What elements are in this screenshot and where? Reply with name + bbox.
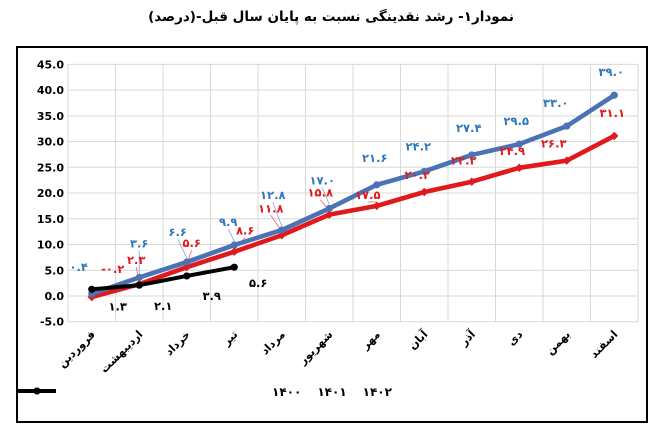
series-line-۱۴۰۱ [87,131,619,302]
svg-text:-5.0: -5.0 [40,316,64,329]
x-axis-month-labels: فروردین اردیبهشت خرداد تیر مرداد شهریور مهر آبا… [56,327,621,376]
svg-text:10.0: 10.0 [37,239,64,252]
svg-text:فروردین: فروردین [56,328,98,370]
chart-legend: ۱۴۰۰ ۱۴۰۱ ۱۴۰۲ [18,386,646,398]
svg-text:۸.۶: ۸.۶ [236,224,254,238]
svg-text:مهر: مهر [358,328,383,353]
svg-text:۱.۳: ۱.۳ [109,299,127,313]
legend-line-swatch [18,387,56,395]
svg-text:۱۲.۸: ۱۲.۸ [260,188,285,202]
svg-text:۲.۳: ۲.۳ [127,253,145,267]
svg-text:45.0: 45.0 [37,58,64,71]
svg-text:۲۶.۳: ۲۶.۳ [541,137,566,151]
svg-text:بهمن: بهمن [543,328,572,357]
svg-text:۲۴.۹: ۲۴.۹ [500,144,525,158]
legend-item-۱۴۰۱: ۱۴۰۱ [18,385,347,399]
svg-text:۱۷.۵: ۱۷.۵ [355,188,380,202]
svg-text:20.0: 20.0 [37,187,64,200]
svg-text:30.0: 30.0 [37,136,64,149]
svg-text:۱۱.۸: ۱۱.۸ [258,201,283,215]
series-line-۱۴۰۰ [88,91,618,298]
svg-text:۲۹.۵: ۲۹.۵ [504,114,529,128]
svg-text:15.0: 15.0 [37,213,64,226]
svg-text:دی: دی [505,328,526,349]
svg-text:۳۹.۰: ۳۹.۰ [599,65,624,79]
svg-text:خرداد: خرداد [163,328,193,358]
svg-text:5.0: 5.0 [45,264,65,277]
y-axis-tick-labels: 45.0 40.0 35.0 30.0 25.0 20.0 15.0 10.0 5.0 0.0 -5… [37,58,64,328]
svg-text:۲۱.۶: ۲۱.۶ [362,151,387,165]
svg-text:اسفند: اسفند [588,328,621,361]
svg-text:35.0: 35.0 [37,110,64,123]
svg-text:آبان: آبان [405,327,430,352]
svg-text:آذر: آذر [456,327,478,349]
svg-text:۳.۶: ۳.۶ [130,236,148,250]
legend-item-۱۴۰۰: ۱۴۰۰ [18,385,302,399]
svg-text:۲۷.۴: ۲۷.۴ [456,121,481,135]
legend-label: ۱۴۰۱ [317,385,347,399]
svg-text:شهریور: شهریور [296,328,336,368]
svg-text:0.0: 0.0 [45,290,65,303]
svg-text:۵.۶: ۵.۶ [183,236,201,250]
svg-text:۵.۶: ۵.۶ [249,276,267,290]
svg-text:۹.۹: ۹.۹ [219,215,237,229]
svg-text:تیر: تیر [220,328,241,349]
chart-canvas: 45.0 40.0 35.0 30.0 25.0 20.0 15.0 10.0 5.0 0.0 -5… [37,58,639,376]
svg-text:۳.۹: ۳.۹ [203,289,221,303]
svg-text:۱۷.۰: ۱۷.۰ [310,173,335,187]
svg-text:40.0: 40.0 [37,84,64,97]
series-data-labels-۱۴۰۲: ۱.۳ ۲.۱ ۳.۹ ۵.۶ [109,276,268,313]
svg-text:۰.۴: ۰.۴ [70,260,88,274]
legend-item-۱۴۰۲: ۱۴۰۲ [18,385,392,399]
svg-text:مرداد: مرداد [258,328,287,357]
svg-text:۳۱.۱: ۳۱.۱ [600,106,625,120]
svg-text:۲۰.۲: ۲۰.۲ [405,168,430,182]
svg-text:۲.۱: ۲.۱ [154,299,172,313]
svg-text:۲۴.۲: ۲۴.۲ [406,139,431,153]
series-data-labels-۱۴۰۰: ۰.۴ ۳.۶ ۶.۶ ۹.۹ ۱۲.۸ ۱۷.۰ ۲۱.۶ ۲۴.۲ ۲۷.۴ ۲۹.۵ ۳۳.۰… [70,65,624,274]
chart-title: نمودار۱- رشد نقدینگی نسبت به پایان سال ق… [148,9,514,25]
legend-label: ۱۴۰۰ [272,385,302,399]
data-label-leader-lines [135,187,377,281]
svg-text:۳۳.۰: ۳۳.۰ [543,96,568,110]
legend-label: ۱۴۰۲ [362,385,392,399]
series-line-۱۴۰۲ [88,263,238,293]
svg-text:-۰.۲: -۰.۲ [101,262,124,276]
svg-text:۶.۶: ۶.۶ [169,225,187,239]
series-data-labels-۱۴۰۱: -۰.۲۲.۳ ۵.۶ ۸.۶ ۱۱.۸ ۱۵.۸ ۱۷.۵ ۲۰.۲ ۲۲.۲ ۲۴.۹ ۲۶.… [101,106,625,276]
svg-text:25.0: 25.0 [37,161,64,174]
chart-frame: 45.0 40.0 35.0 30.0 25.0 20.0 15.0 10.0 5.0 0.0 -5… [16,46,648,423]
svg-text:۲۲.۲: ۲۲.۲ [451,154,476,168]
svg-text:اردیبهشت: اردیبهشت [98,328,146,376]
svg-text:۱۵.۸: ۱۵.۸ [308,186,333,200]
